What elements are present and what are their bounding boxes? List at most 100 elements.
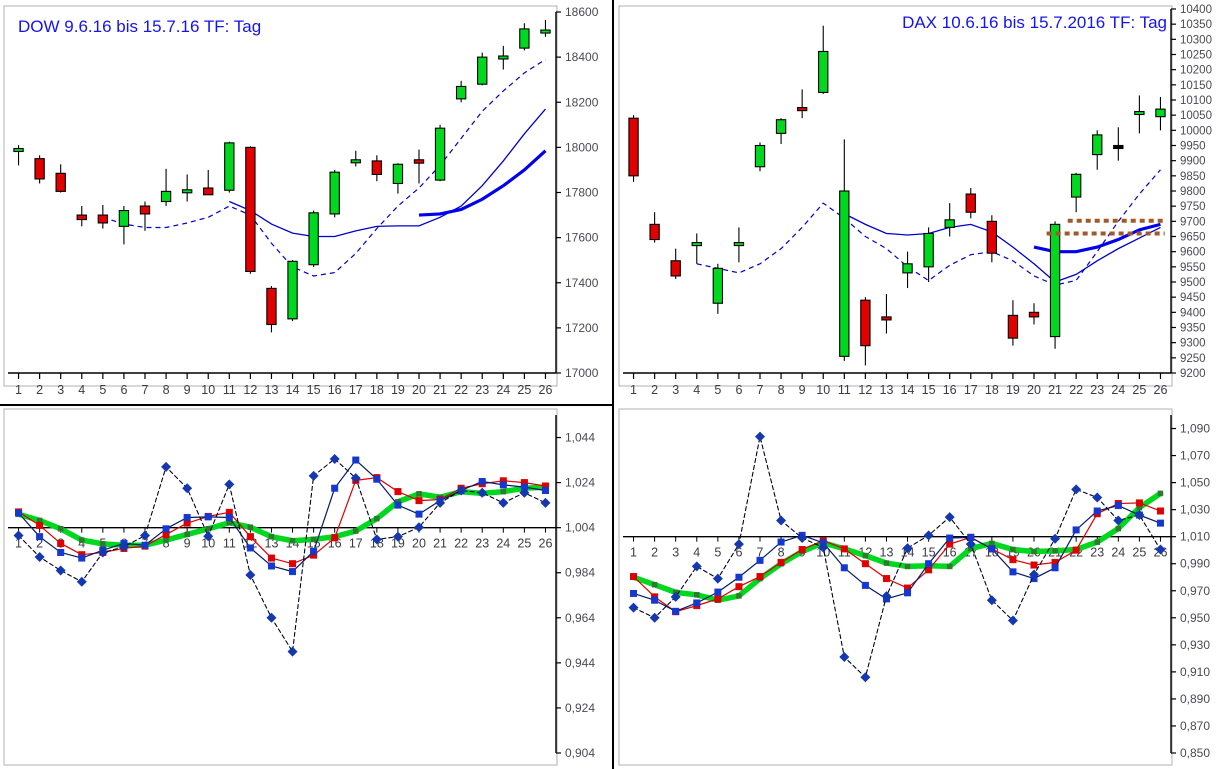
dax-price-panel[interactable]: 10400 10350 10300 10250 10200 10150 10100 10050… [615,0,1230,405]
x-tick-label: 20 [1027,383,1041,397]
x-tick-label: 23 [1090,383,1104,397]
x-tick-label: 5 [714,383,721,397]
dax-oscillator-panel[interactable]: 1,090 1,070 1,050 1,030 1,010 0,990 0,970 0,950… [615,405,1230,769]
data-point [477,487,488,498]
x-tick-label: 11 [223,537,236,551]
data-point [988,545,996,553]
data-point [310,547,318,555]
data-point [733,539,744,550]
data-point [141,541,149,549]
data-point [714,588,722,596]
x-tick-label: 4 [78,383,85,397]
data-point [331,484,339,492]
data-point [519,487,530,498]
data-point [630,589,638,597]
data-point [1157,490,1164,497]
data-point [225,514,233,522]
data-point [415,510,423,518]
data-point [861,560,869,568]
candlestick [902,251,913,289]
y-tick-label: 10350 [1180,19,1212,31]
y-tick-label: 0,870 [1180,719,1210,733]
data-point [34,551,45,562]
y-tick-label: 10150 [1180,80,1212,92]
y-tick-label: 9250 [1180,353,1206,365]
data-point [267,562,275,570]
y-tick-label: 9900 [1180,156,1206,168]
data-point [15,509,23,517]
data-point [840,564,848,572]
data-point [628,602,639,613]
candlestick [839,139,850,361]
x-tick-label: 25 [517,383,531,397]
data-point [756,556,764,564]
dow-price-panel[interactable]: 18600 18400 18200 18000 17800 17600 17400 17200… [0,0,615,405]
x-tick-label: 19 [391,537,405,551]
data-point [712,573,723,584]
candlestick [796,89,808,119]
x-tick-label: 26 [539,383,553,397]
data-point [289,537,296,544]
candlestick [965,187,976,219]
x-tick-label: 23 [475,383,489,397]
data-point [267,554,275,562]
y-tick-label: 9950 [1180,141,1206,153]
candlestick [498,45,509,70]
candlestick [55,164,66,193]
x-tick-label: 4 [693,383,700,397]
x-tick-label: 13 [265,537,279,551]
candlestick [649,212,660,243]
x-tick-label: 21 [433,383,447,397]
x-tick-label: 18 [370,383,384,397]
candlestick [1028,303,1040,325]
data-point [1052,548,1058,554]
candlestick [434,124,446,182]
data-point [860,672,871,683]
data-point [1031,548,1037,555]
y-tick-label: 1,030 [1180,503,1210,517]
x-tick-label: 7 [757,383,764,397]
data-point [1115,525,1122,532]
data-point [651,581,658,588]
x-tick-label: 3 [672,383,679,397]
data-point [57,539,65,547]
candlestick [413,149,425,184]
candlestick [986,215,998,263]
data-point [839,652,850,663]
data-point [735,573,743,581]
y-tick-label: 9600 [1180,247,1206,259]
candlestick [881,294,892,334]
panel-frame [618,408,1173,766]
candlestick [775,118,787,144]
horizontal-panel-divider-left [0,404,612,406]
x-tick-label: 18 [985,383,999,397]
data-point [1009,556,1017,564]
y-tick-label: 1,004 [565,521,595,535]
x-tick-label: 8 [163,537,170,551]
data-point [840,545,848,553]
x-tick-label: 13 [880,383,894,397]
x-tick-label: 2 [651,383,658,397]
candlestick [1070,172,1082,213]
data-point [394,488,402,496]
panel-frame [618,5,1173,387]
data-point [353,528,359,534]
y-tick-label: 17200 [565,321,599,335]
y-tick-label: 17000 [565,366,599,380]
x-tick-label: 16 [943,383,957,397]
data-point [203,531,214,542]
candlestick [203,169,214,196]
x-tick-label: 8 [163,383,170,397]
y-tick-label: 9850 [1180,171,1206,183]
data-point [777,558,785,566]
candlestick [34,155,45,184]
x-tick-label: 11 [223,383,236,397]
x-tick-label: 3 [57,383,64,397]
data-point [693,599,701,607]
dow-oscillator-panel[interactable]: 1,044 1,024 1,004 0,984 0,964 0,944 0,924 0,904… [0,405,615,769]
y-tick-label: 9800 [1180,186,1206,198]
x-tick-label: 2 [36,537,43,551]
data-point [415,497,423,505]
data-point [161,461,172,472]
